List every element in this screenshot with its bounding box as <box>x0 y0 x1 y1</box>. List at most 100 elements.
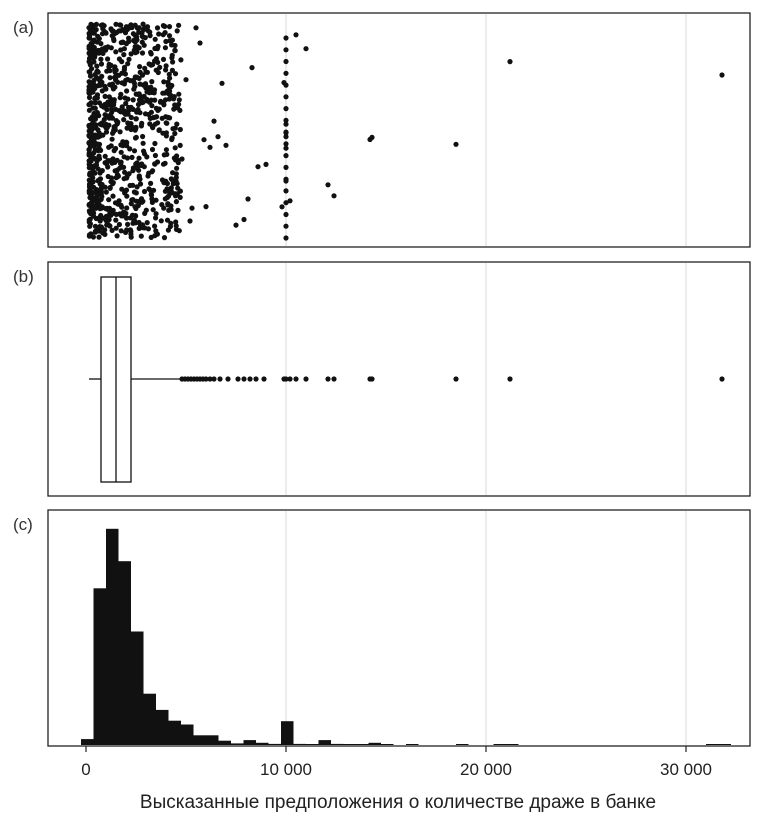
strip-point <box>100 23 106 29</box>
strip-point <box>141 188 148 195</box>
strip-point <box>223 142 229 148</box>
strip-point <box>133 75 139 81</box>
strip-point <box>109 136 115 142</box>
strip-point <box>146 61 152 67</box>
strip-point <box>160 56 167 63</box>
strip-point <box>89 152 95 158</box>
strip-point <box>147 115 153 121</box>
strip-point <box>151 90 157 96</box>
strip-point <box>283 164 289 170</box>
strip-point <box>123 187 130 193</box>
strip-point <box>92 134 99 140</box>
strip-point <box>124 140 130 146</box>
strip-point <box>129 212 136 218</box>
strip-point <box>144 98 150 104</box>
strip-point <box>91 110 97 117</box>
strip-point <box>162 188 168 194</box>
strip-point <box>283 58 289 65</box>
strip-point <box>153 228 159 234</box>
strip-point <box>507 59 513 65</box>
strip-point <box>96 153 102 159</box>
strip-point <box>111 128 117 135</box>
strip-point <box>118 228 124 234</box>
strip-point <box>148 180 154 186</box>
strip-point <box>163 133 169 139</box>
strip-point <box>331 193 337 199</box>
panel-c-frame <box>47 509 751 747</box>
strip-point <box>95 33 101 40</box>
strip-point <box>125 61 131 67</box>
strip-point <box>197 40 203 46</box>
strip-point <box>118 40 124 46</box>
strip-point <box>113 145 119 152</box>
strip-point <box>97 82 103 88</box>
strip-point <box>98 186 104 192</box>
strip-point <box>130 165 136 171</box>
strip-point <box>281 80 287 86</box>
strip-plot <box>86 21 725 241</box>
strip-point <box>105 56 111 62</box>
strip-point <box>112 74 118 80</box>
strip-point <box>170 126 176 132</box>
strip-point <box>173 219 179 225</box>
strip-point <box>283 145 289 151</box>
strip-point <box>97 218 103 224</box>
strip-point <box>153 56 159 62</box>
strip-point <box>110 156 116 162</box>
strip-point <box>179 156 185 162</box>
histogram <box>81 528 731 745</box>
strip-point <box>121 117 127 123</box>
strip-point <box>166 33 173 39</box>
strip-point <box>174 153 180 159</box>
strip-point <box>303 46 309 52</box>
box-outlier <box>303 376 309 382</box>
box-outlier <box>283 376 289 382</box>
strip-point <box>104 206 111 212</box>
strip-point <box>115 119 121 125</box>
hist-bar <box>706 744 719 745</box>
strip-point <box>255 164 261 170</box>
strip-point <box>89 201 95 207</box>
strip-point <box>140 34 146 40</box>
strip-point <box>121 52 127 58</box>
strip-point <box>174 28 180 34</box>
hist-bar <box>168 720 181 745</box>
strip-point <box>160 23 166 29</box>
strip-point <box>103 217 109 224</box>
strip-point <box>176 97 182 103</box>
strip-point <box>87 182 93 188</box>
strip-point <box>148 51 154 57</box>
strip-point <box>114 233 120 239</box>
strip-point <box>94 63 100 69</box>
strip-point <box>87 101 93 107</box>
strip-point <box>149 79 155 85</box>
strip-point <box>93 21 99 27</box>
strip-point <box>233 222 239 228</box>
strip-point <box>151 187 157 193</box>
strip-point <box>168 84 174 90</box>
strip-point <box>113 21 119 27</box>
box-outlier <box>207 376 213 382</box>
strip-point <box>178 57 184 63</box>
strip-point <box>113 67 119 73</box>
strip-point <box>99 193 105 200</box>
strip-point <box>102 45 108 51</box>
strip-point <box>112 84 118 90</box>
strip-point <box>97 206 103 212</box>
strip-point <box>128 121 134 127</box>
strip-point <box>168 188 174 194</box>
strip-point <box>172 47 178 54</box>
strip-point <box>173 174 179 181</box>
strip-point <box>152 161 158 167</box>
strip-point <box>123 77 129 83</box>
strip-point <box>116 72 122 78</box>
strip-point <box>166 24 173 30</box>
strip-point <box>133 124 139 130</box>
strip-point <box>123 110 129 116</box>
strip-point <box>283 47 289 53</box>
strip-point <box>127 182 133 189</box>
strip-point <box>139 94 145 101</box>
box-plot <box>89 276 725 483</box>
strip-point <box>161 205 167 211</box>
strip-point <box>163 147 169 153</box>
